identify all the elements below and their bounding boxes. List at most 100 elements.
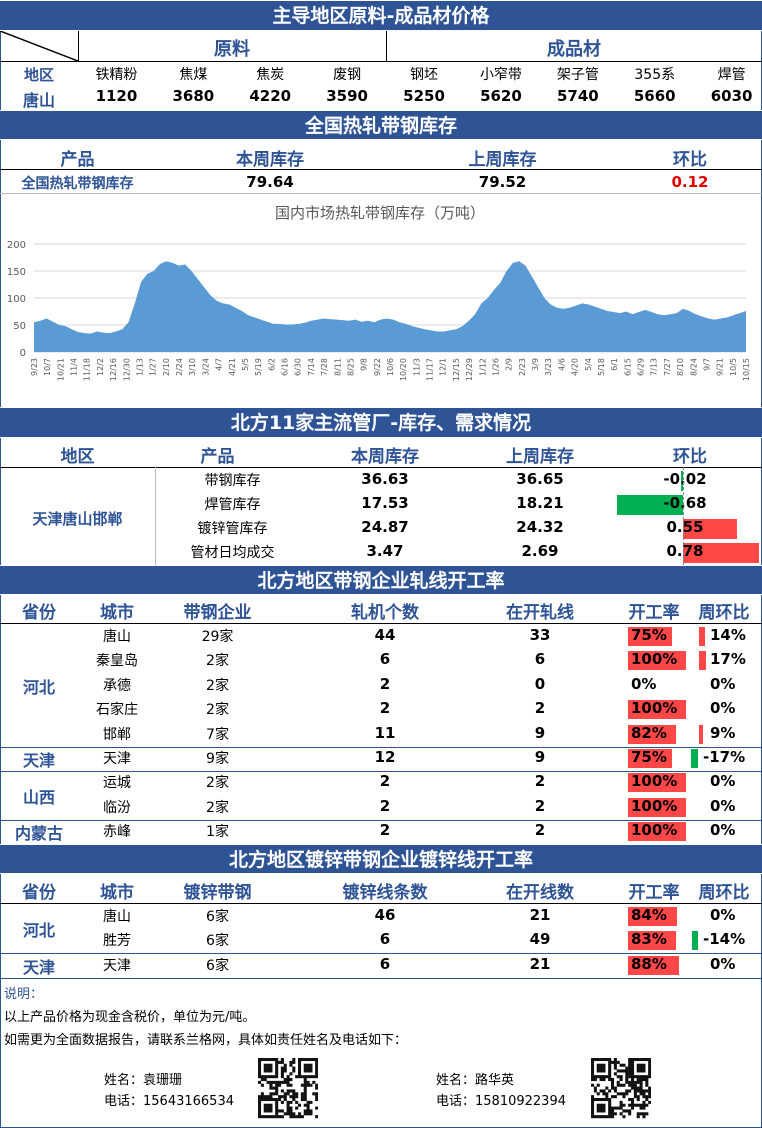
wow-value: 17% <box>710 650 746 669</box>
city: 唐山 <box>103 629 131 645</box>
row-region: 唐山 <box>22 91 55 110</box>
rate-col-header: 在开线数 <box>506 883 574 903</box>
price-col-header: 废钢 <box>333 67 362 83</box>
rate-col-header: 开工率 <box>628 883 680 903</box>
x-tick-label: 5/5 <box>241 358 250 371</box>
enterprises: 6家 <box>206 909 229 925</box>
chart-title: 国内市场热轧带钢库存（万吨） <box>275 204 485 222</box>
x-tick-label: 5/19 <box>254 358 263 376</box>
price-col-header: 焊管 <box>717 67 746 83</box>
x-tick-label: 12/29 <box>465 358 474 381</box>
rate-col-header: 周环比 <box>698 603 750 623</box>
wow-value: 0% <box>710 796 736 815</box>
rate-header-rule <box>0 623 762 624</box>
x-tick-label: 1/26 <box>491 358 500 376</box>
rate-bar <box>628 773 686 793</box>
rate-value: 75% <box>631 626 667 644</box>
wow-value: 9% <box>710 723 736 742</box>
line-count: 2 <box>379 821 391 840</box>
rate-bar <box>628 749 672 768</box>
wow-value: -17% <box>703 748 746 766</box>
x-tick-label: 11/3 <box>412 358 421 376</box>
price-col-header: 小窄带 <box>479 67 522 83</box>
x-tick-label: 8/24 <box>689 358 698 376</box>
s3-change: 0.55 <box>666 518 704 536</box>
enterprises: 9家 <box>206 751 229 767</box>
wow-value: 0% <box>710 772 736 791</box>
city: 赤峰 <box>103 824 131 841</box>
rate-value: 100% <box>631 699 678 718</box>
x-tick-label: 7/13 <box>650 358 659 376</box>
x-tick-label: 6/2 <box>267 358 276 371</box>
x-tick-label: 9/8 <box>360 358 369 371</box>
s3-last: 2.69 <box>521 542 559 560</box>
line-count: 12 <box>374 748 396 766</box>
rate-value: 75% <box>631 748 667 766</box>
enterprises: 6家 <box>206 957 229 974</box>
rate-header-rule <box>0 903 762 904</box>
x-tick-label: 9/23 <box>30 358 39 376</box>
price-col-header: 焦煤 <box>179 67 208 83</box>
line-count: 44 <box>374 626 396 644</box>
x-tick-label: 2/24 <box>175 358 184 376</box>
line-count: 2 <box>379 796 391 815</box>
line-count: 46 <box>374 906 396 924</box>
qr-code-icon <box>591 1056 651 1120</box>
x-tick-label: 11/18 <box>83 358 92 381</box>
price-value: 3590 <box>326 87 368 105</box>
x-tick-label: 11/17 <box>426 358 435 381</box>
contact-2-name: 姓名：路华英 <box>436 1073 515 1088</box>
rate-value: 0% <box>631 674 657 693</box>
x-tick-label: 3/9 <box>531 358 540 371</box>
open-count: 21 <box>529 954 551 973</box>
rate-value: 100% <box>631 772 678 791</box>
x-tick-label: 7/27 <box>663 358 672 376</box>
section-title-strip-mill-rate: 北方地区带钢企业轧线开工率 <box>0 565 762 595</box>
city: 天津 <box>103 957 131 974</box>
contact-1-name: 姓名：袁珊珊 <box>104 1073 183 1088</box>
section-title-inventory: 全国热轧带钢库存 <box>0 110 762 140</box>
contact-1-phone: 电话：15643166534 <box>104 1094 234 1109</box>
city: 天津 <box>103 751 131 767</box>
rate-bar <box>628 797 686 817</box>
section-title-prices: 主导地区原料-成品材价格 <box>0 0 762 31</box>
section-title-pipe-mills: 北方11家主流管厂-库存、需求情况 <box>0 407 762 438</box>
open-count: 6 <box>534 650 546 669</box>
inventory-last-week: 79.52 <box>478 173 527 191</box>
s3-change: -0.68 <box>663 494 707 512</box>
x-tick-label: 6/15 <box>623 358 632 376</box>
price-col-header: 铁精粉 <box>95 67 138 83</box>
y-tick-label: 200 <box>7 240 26 251</box>
province-rule <box>0 953 762 955</box>
line-count: 6 <box>379 930 391 949</box>
s3-this: 3.47 <box>366 542 404 560</box>
x-tick-label: 4/6 <box>557 358 566 371</box>
x-tick-label: 3/10 <box>188 358 197 376</box>
x-tick-label: 6/30 <box>294 358 303 376</box>
enterprises: 2家 <box>206 799 229 816</box>
wow-value: 0% <box>710 699 736 718</box>
inventory-this-week: 79.64 <box>246 173 294 191</box>
enterprises: 6家 <box>206 933 229 950</box>
wow-value: 0% <box>710 674 736 693</box>
x-tick-label: 8/11 <box>333 358 342 376</box>
diagonal-header-cell <box>0 31 78 61</box>
line-count: 6 <box>379 650 391 669</box>
s3-product: 镀锌管库存 <box>197 521 268 537</box>
rate-bar <box>628 724 676 744</box>
open-count: 9 <box>534 723 546 742</box>
x-tick-label: 1/13 <box>135 358 144 376</box>
rate-value: 100% <box>631 650 678 669</box>
city: 秦皇岛 <box>96 653 138 670</box>
contact-2-phone: 电话：15810922394 <box>436 1094 566 1109</box>
group-raw-materials: 原料 <box>214 39 250 60</box>
rate-bar <box>628 651 686 671</box>
x-tick-label: 9/21 <box>716 358 725 376</box>
rate-bar <box>628 700 686 720</box>
province-rule <box>0 977 762 979</box>
x-tick-label: 4/21 <box>228 358 237 376</box>
wow-value: 0% <box>710 821 736 840</box>
province-label: 内蒙古 <box>14 824 63 844</box>
notes-label: 说明： <box>4 987 44 1002</box>
wow-bar <box>692 931 698 951</box>
